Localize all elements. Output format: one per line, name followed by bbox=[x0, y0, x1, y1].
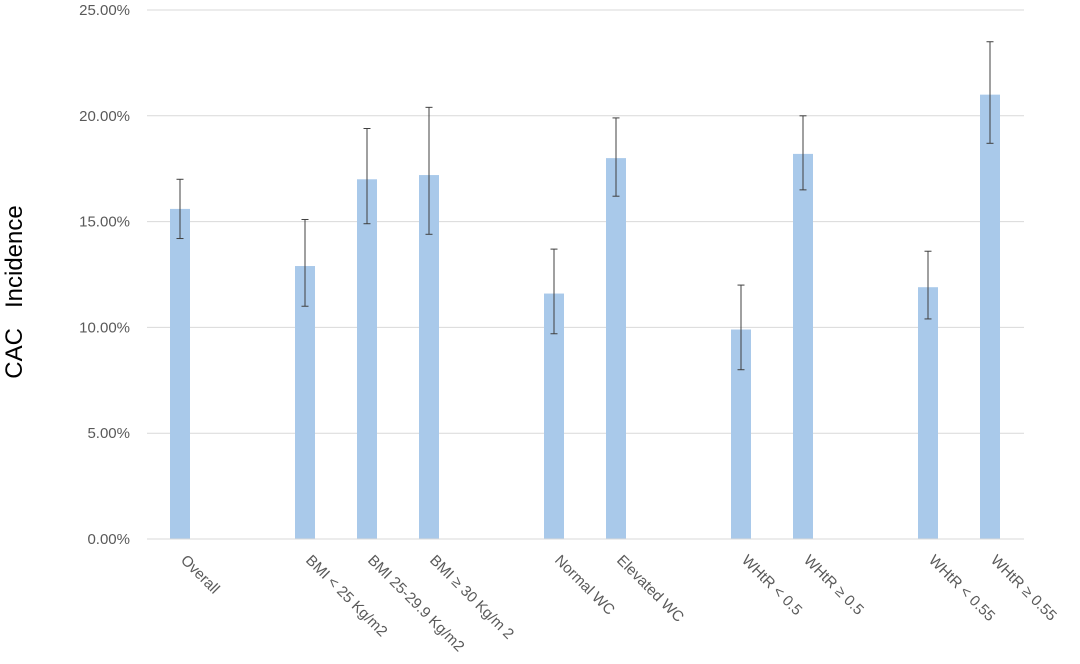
error-bar bbox=[176, 178, 184, 240]
bar bbox=[357, 179, 377, 539]
bar bbox=[918, 287, 938, 539]
error-bar bbox=[550, 248, 558, 335]
y-axis-title: CAC Incidence bbox=[1, 205, 28, 378]
error-bar bbox=[425, 106, 433, 235]
x-category-label: WHtR < 0.5 bbox=[738, 552, 805, 619]
y-tick-label: 5.00% bbox=[87, 425, 130, 442]
gridlines bbox=[147, 9, 1024, 434]
error-bar bbox=[986, 41, 994, 144]
y-axis-ticks: 0.00% 5.00% 10.00% 15.00% 20.00% 25.00% bbox=[79, 2, 130, 548]
bar bbox=[793, 153, 813, 539]
error-bar bbox=[612, 117, 620, 197]
y-tick-label: 15.00% bbox=[79, 214, 130, 231]
error-bar bbox=[363, 127, 371, 225]
bar bbox=[606, 158, 626, 539]
bar bbox=[419, 175, 439, 539]
y-tick-label: 0.00% bbox=[87, 531, 130, 548]
y-tick-label: 10.00% bbox=[79, 319, 130, 336]
error-bar bbox=[301, 218, 309, 307]
error-bar bbox=[924, 250, 932, 320]
y-tick-label: 25.00% bbox=[79, 2, 130, 19]
y-tick-label: 20.00% bbox=[79, 108, 130, 125]
x-category-label: WHtR ≥ 0.5 bbox=[800, 552, 867, 619]
x-category-label: Elevated WC bbox=[613, 552, 687, 626]
bar bbox=[544, 293, 564, 539]
bar bbox=[980, 94, 1000, 539]
error-bars bbox=[176, 41, 994, 371]
x-category-label: Normal WC bbox=[551, 552, 618, 619]
bar bbox=[170, 208, 190, 540]
bar bbox=[731, 329, 751, 539]
error-bar bbox=[737, 284, 745, 371]
error-bar bbox=[799, 115, 807, 191]
x-category-label: WHtR ≥ 0.55 bbox=[987, 552, 1060, 625]
bars bbox=[170, 94, 1000, 540]
x-category-label: Overall bbox=[177, 552, 223, 598]
bar bbox=[295, 266, 315, 539]
